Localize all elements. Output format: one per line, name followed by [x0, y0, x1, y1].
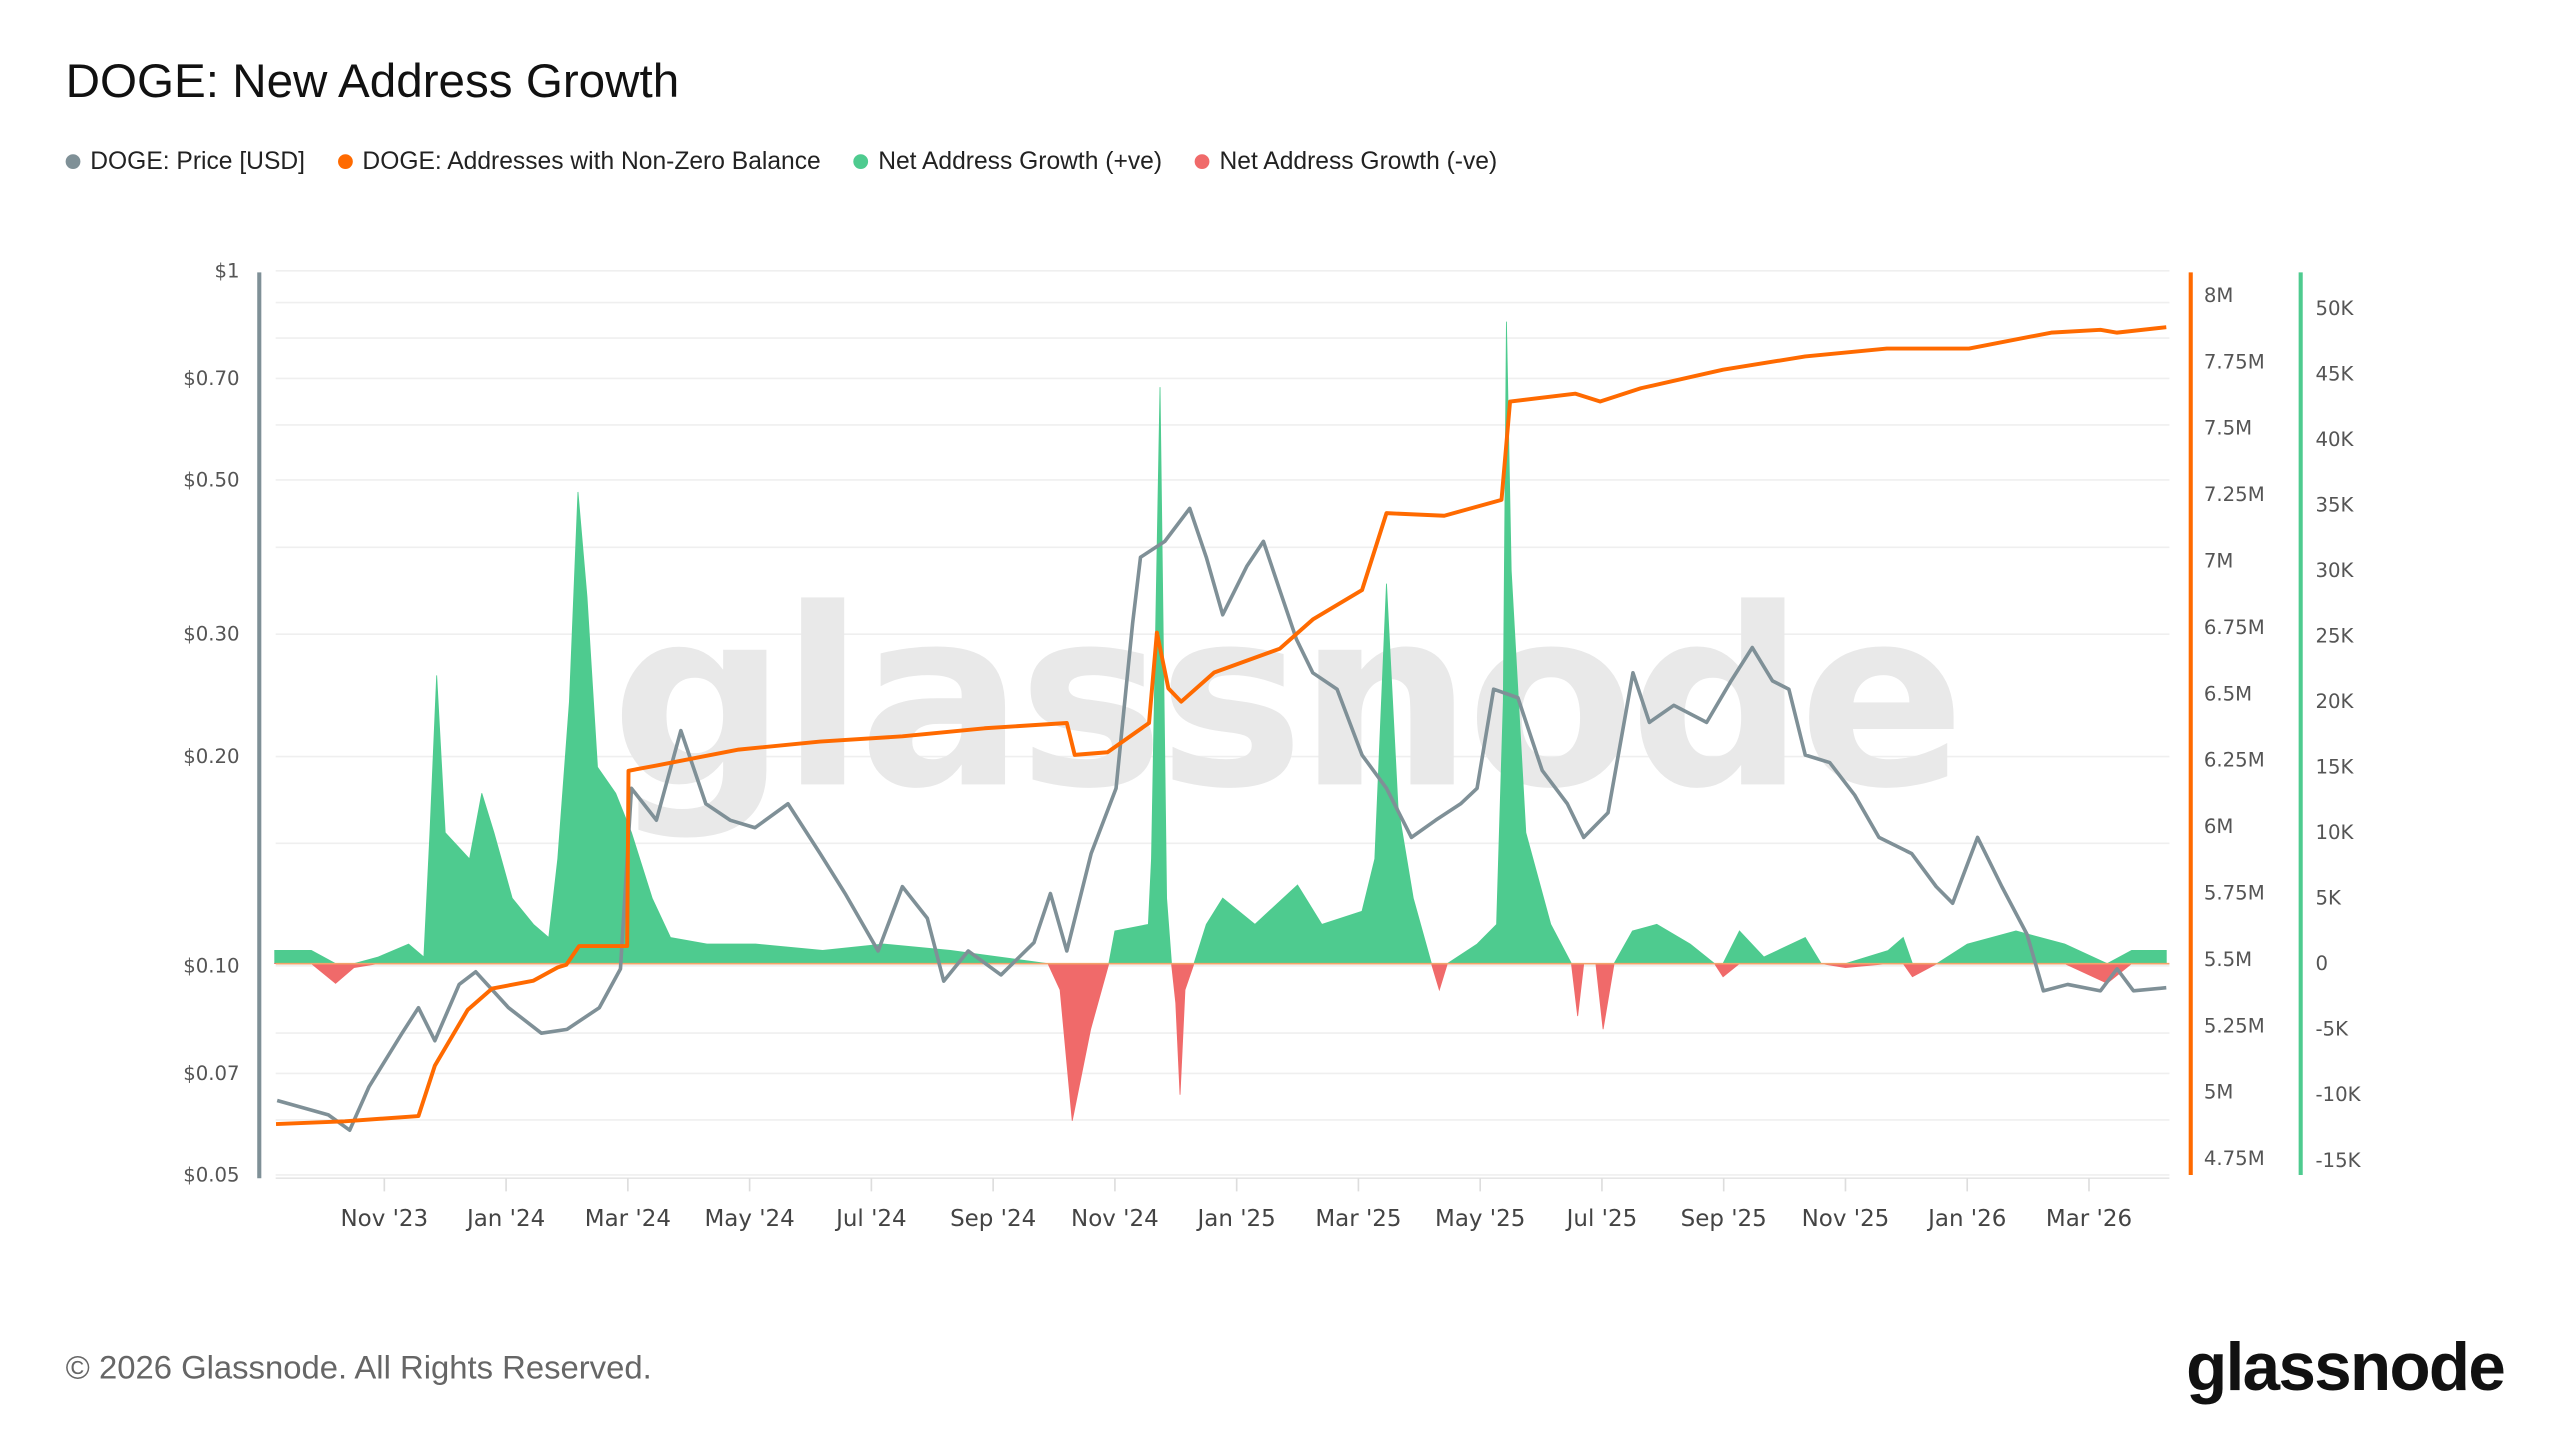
x-tick-label: Nov '24 — [1071, 1206, 1159, 1232]
x-tick-label: Jan '26 — [1926, 1206, 2006, 1232]
x-tick-label: Jul '24 — [834, 1206, 907, 1232]
address-tick-label: 7M — [2204, 550, 2234, 573]
legend-dot-icon — [853, 154, 869, 170]
address-tick-label: 7.25M — [2204, 483, 2265, 506]
legend-item-addresses[interactable]: DOGE: Addresses with Non-Zero Balance — [337, 147, 821, 176]
x-tick-label: Jan '24 — [465, 1206, 545, 1232]
legend-label: DOGE: Price [USD] — [90, 147, 305, 176]
growth-tick-label: 35K — [2315, 494, 2354, 517]
address-tick-label: 8M — [2204, 284, 2234, 307]
price-tick-label: $0.20 — [183, 745, 239, 768]
address-tick-label: 6.75M — [2204, 616, 2265, 639]
address-tick-label: 6.25M — [2204, 749, 2265, 772]
x-tick-label: Mar '25 — [1315, 1206, 1401, 1232]
x-tick-label: May '24 — [704, 1206, 794, 1232]
growth-tick-label: -10K — [2315, 1083, 2361, 1106]
growth-tick-label: -15K — [2315, 1149, 2361, 1172]
legend-dot-icon — [65, 154, 81, 170]
address-tick-label: 5M — [2204, 1081, 2234, 1104]
legend-dot-icon — [337, 154, 353, 170]
growth-tick-label: 25K — [2315, 625, 2354, 648]
growth-tick-label: 50K — [2315, 297, 2354, 320]
x-tick-label: Mar '26 — [2046, 1206, 2132, 1232]
watermark: glassnode — [611, 557, 1959, 843]
price-tick-label: $0.30 — [183, 623, 239, 646]
growth-tick-label: 10K — [2315, 821, 2354, 844]
address-tick-label: 4.75M — [2204, 1147, 2265, 1170]
addresses-line — [275, 325, 2167, 1127]
price-tick-label: $0.10 — [183, 954, 239, 977]
price-tick-label: $1 — [215, 259, 240, 282]
glassnode-logo: glassnode — [2186, 1329, 2506, 1405]
address-tick-label: 6M — [2204, 815, 2234, 838]
price-tick-label: $0.07 — [183, 1062, 239, 1085]
legend-item-growth-positive[interactable]: Net Address Growth (+ve) — [853, 147, 1163, 176]
address-tick-label: 6.5M — [2204, 682, 2252, 705]
gridlines — [275, 269, 2170, 1176]
x-tick-label: May '25 — [1435, 1206, 1525, 1232]
chart-title: DOGE: New Address Growth — [65, 55, 680, 109]
address-tick-label: 7.5M — [2204, 417, 2252, 440]
growth-tick-label: 45K — [2315, 363, 2354, 386]
net-growth-area — [273, 321, 2170, 1121]
growth-tick-label: 30K — [2315, 559, 2354, 582]
price-tick-label: $0.70 — [183, 367, 239, 390]
growth-tick-label: 40K — [2315, 428, 2354, 451]
legend-label: DOGE: Addresses with Non-Zero Balance — [362, 147, 821, 176]
x-tick-label: Mar '24 — [585, 1206, 671, 1232]
net-growth-negative-area — [273, 963, 2168, 1121]
x-tick-label: Nov '25 — [1802, 1206, 1890, 1232]
x-tick-label: Nov '23 — [340, 1206, 428, 1232]
growth-tick-label: 15K — [2315, 756, 2354, 779]
legend-item-growth-negative[interactable]: Net Address Growth (-ve) — [1194, 147, 1498, 176]
growth-tick-label: 20K — [2315, 690, 2354, 713]
copyright: © 2026 Glassnode. All Rights Reserved. — [65, 1350, 652, 1387]
x-tick-label: Jul '25 — [1565, 1206, 1638, 1232]
address-tick-label: 5.5M — [2204, 948, 2252, 971]
legend-label: Net Address Growth (+ve) — [878, 147, 1163, 176]
address-tick-label: 7.75M — [2204, 350, 2265, 373]
x-tick-label: Jan '25 — [1196, 1206, 1276, 1232]
legend-label: Net Address Growth (-ve) — [1219, 147, 1498, 176]
legend-item-price[interactable]: DOGE: Price [USD] — [65, 147, 305, 176]
axis-ticks: $1 $0.70 $0.50 $0.30 $0.20 $0.10 $0.07 $0.05 8M 7… — [183, 259, 2361, 1231]
price-tick-label: $0.50 — [183, 469, 239, 492]
legend-dot-icon — [1194, 154, 1210, 170]
growth-tick-label: -5K — [2315, 1018, 2349, 1041]
growth-tick-label: 5K — [2315, 887, 2342, 910]
address-tick-label: 5.25M — [2204, 1014, 2265, 1037]
net-growth-positive-area — [274, 321, 2167, 965]
series-lines — [275, 325, 2167, 1132]
address-tick-label: 5.75M — [2204, 882, 2265, 905]
x-tick-label: Sep '25 — [1681, 1206, 1767, 1232]
growth-tick-label: 0 — [2315, 952, 2328, 975]
legend: DOGE: Price [USD] DOGE: Addresses with N… — [65, 147, 1498, 176]
x-tick-label: Sep '24 — [950, 1206, 1036, 1232]
price-tick-label: $0.05 — [183, 1164, 239, 1187]
